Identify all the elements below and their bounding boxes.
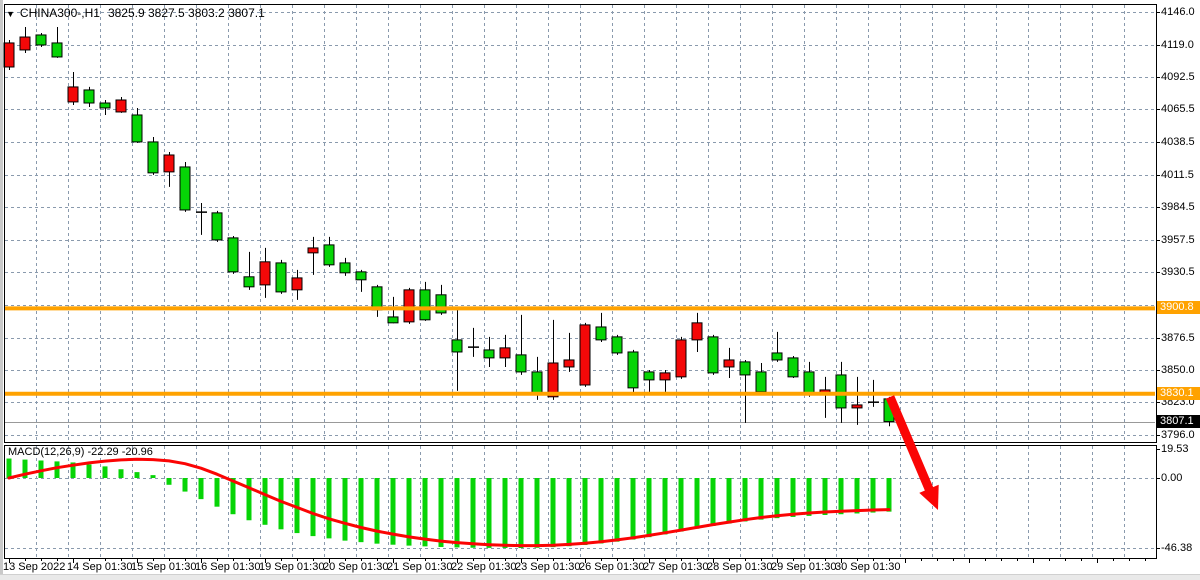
chart-title-bar: ▼ CHINA300-,H1 3825.9 3827.5 3803.2 3807.1 — [6, 6, 265, 20]
trend-arrow-annotation — [885, 395, 939, 510]
macd-histogram — [6, 458, 892, 548]
window-bottom-strip — [0, 574, 1200, 580]
macd-values: -22.29 -20.96 — [87, 446, 153, 458]
macd-signal-line — [7, 457, 891, 548]
candlestick-series — [3, 26, 895, 427]
macd-indicator-label: MACD(12,26,9) -22.29 -20.96 — [8, 446, 153, 458]
macd-name: MACD(12,26,9) — [8, 446, 85, 458]
pane-borders — [4, 4, 1157, 559]
support-resistance-lines — [5, 306, 1155, 396]
window-left-border — [0, 0, 3, 580]
ohlc-readout: 3825.9 3827.5 3803.2 3807.1 — [107, 6, 265, 20]
grid-layer — [5, 5, 1155, 557]
symbol-dropdown-icon[interactable]: ▼ — [6, 9, 15, 19]
symbol-period-label: CHINA300-,H1 — [19, 6, 100, 20]
